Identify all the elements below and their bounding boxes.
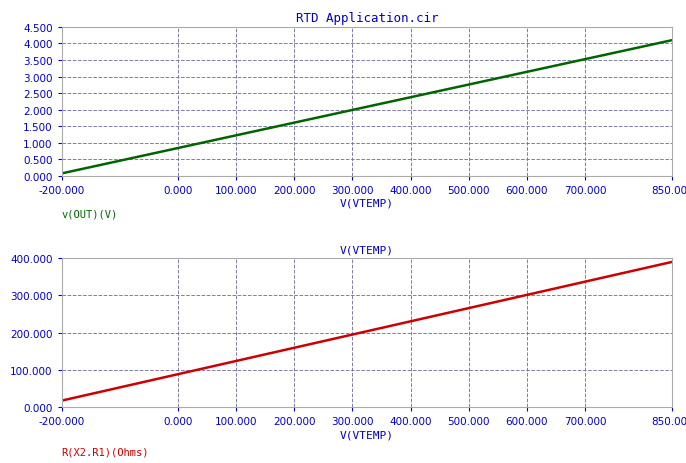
Text: v(OUT)(V): v(OUT)(V) (62, 209, 118, 219)
X-axis label: V(VTEMP): V(VTEMP) (340, 429, 394, 439)
Title: RTD Application.cir: RTD Application.cir (296, 12, 438, 25)
Title: V(VTEMP): V(VTEMP) (340, 245, 394, 255)
Text: R(X2.R1)(Ohms): R(X2.R1)(Ohms) (62, 446, 150, 456)
X-axis label: V(VTEMP): V(VTEMP) (340, 199, 394, 208)
